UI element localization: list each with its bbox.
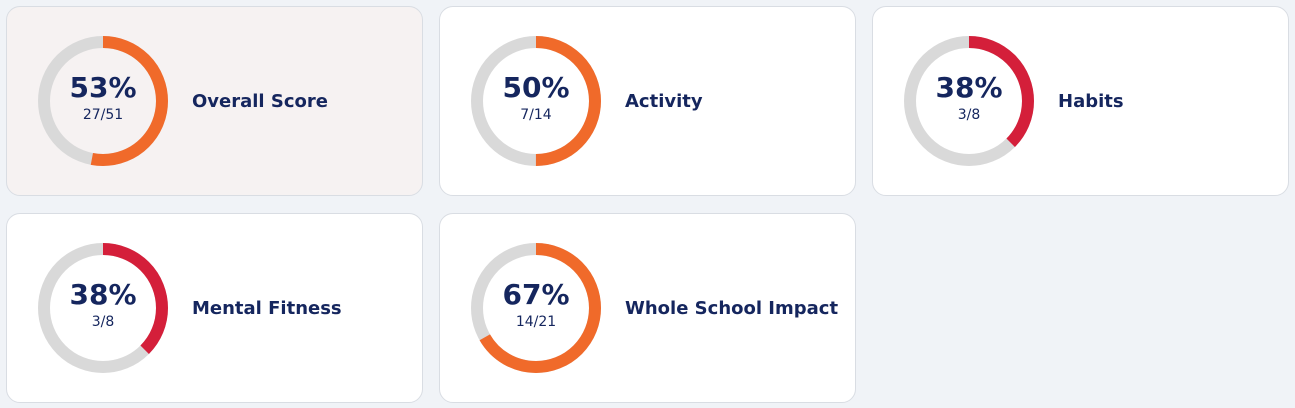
- score-percent: 50%: [502, 71, 570, 104]
- progress-ring: 67% 14/21: [469, 241, 603, 375]
- score-card-activity[interactable]: 50% 7/14 Activity: [439, 6, 856, 196]
- card-title: Overall Score: [192, 90, 328, 112]
- score-percent: 38%: [935, 71, 1003, 104]
- progress-ring: 53% 27/51: [36, 34, 170, 168]
- score-percent: 38%: [69, 278, 137, 311]
- card-title: Activity: [625, 90, 703, 112]
- score-card-mental-fitness[interactable]: 38% 3/8 Mental Fitness: [6, 213, 423, 403]
- progress-ring: 50% 7/14: [469, 34, 603, 168]
- score-card-habits[interactable]: 38% 3/8 Habits: [872, 6, 1289, 196]
- progress-ring: 38% 3/8: [902, 34, 1036, 168]
- score-percent: 53%: [69, 71, 137, 104]
- score-fraction: 14/21: [515, 314, 557, 330]
- score-fraction: 3/8: [91, 314, 115, 330]
- ring-progress-arc: [904, 36, 1034, 166]
- score-card-overall[interactable]: 53% 27/51 Overall Score: [6, 6, 423, 196]
- score-card-whole-school-impact[interactable]: 67% 14/21 Whole School Impact: [439, 213, 856, 403]
- score-fraction: 7/14: [520, 107, 552, 123]
- ring-progress-arc: [471, 243, 601, 373]
- score-percent: 67%: [502, 278, 570, 311]
- ring-progress-arc: [38, 243, 168, 373]
- card-title: Habits: [1058, 90, 1124, 112]
- card-title: Whole School Impact: [625, 297, 839, 319]
- progress-ring: 38% 3/8: [36, 241, 170, 375]
- score-fraction: 27/51: [82, 107, 124, 123]
- ring-progress-arc: [471, 36, 601, 166]
- score-fraction: 3/8: [957, 107, 981, 123]
- card-title: Mental Fitness: [192, 297, 342, 319]
- ring-progress-arc: [38, 36, 168, 166]
